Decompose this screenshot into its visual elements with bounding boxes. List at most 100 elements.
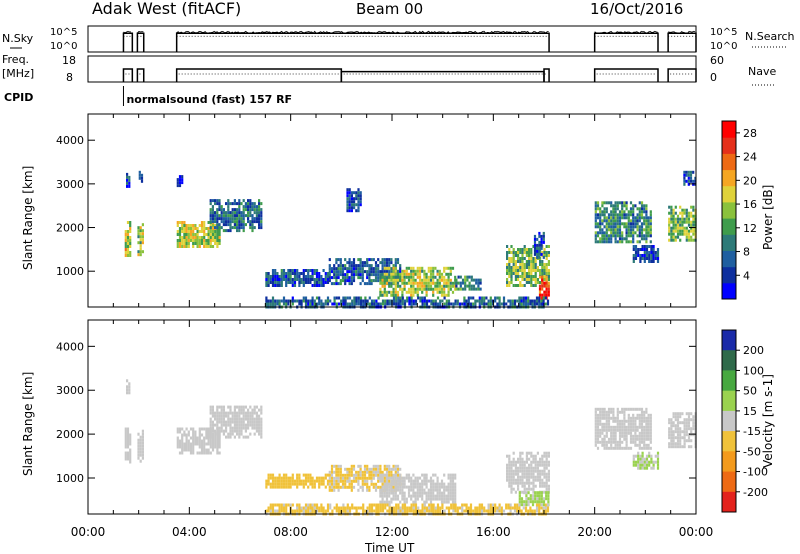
echo-cell bbox=[523, 484, 526, 488]
echo-cell bbox=[441, 506, 444, 510]
echo-cell bbox=[521, 260, 524, 263]
echo-cell bbox=[601, 240, 604, 244]
echo-cell bbox=[612, 222, 615, 226]
echo-cell bbox=[670, 235, 673, 239]
echo-cell bbox=[353, 299, 356, 303]
echo-cell bbox=[533, 234, 537, 238]
echo-cell bbox=[128, 382, 131, 386]
echo-cell bbox=[240, 420, 243, 424]
echo-cell bbox=[432, 290, 435, 294]
echo-cell bbox=[670, 214, 673, 218]
echo-cell bbox=[596, 225, 600, 229]
echo-cell bbox=[329, 506, 332, 510]
echo-cell bbox=[339, 261, 342, 265]
echo-cell bbox=[536, 451, 539, 455]
echo-cell bbox=[320, 479, 323, 483]
echo-cell bbox=[181, 224, 184, 227]
echo-cell bbox=[543, 263, 546, 266]
echo-cell bbox=[616, 231, 619, 235]
echo-cell bbox=[137, 229, 140, 233]
echo-cell bbox=[211, 411, 214, 415]
echo-cell bbox=[337, 473, 340, 477]
echo-cell bbox=[352, 276, 356, 280]
echo-cell bbox=[244, 417, 247, 421]
echo-cell bbox=[596, 201, 600, 205]
echo-cell bbox=[525, 278, 528, 281]
echo-cell bbox=[372, 267, 375, 271]
echo-cell bbox=[534, 260, 537, 263]
echo-cell bbox=[244, 411, 247, 415]
echo-cell bbox=[403, 485, 406, 489]
echo-cell bbox=[129, 236, 132, 239]
echo-cell bbox=[200, 448, 204, 452]
echo-cell bbox=[181, 245, 184, 248]
echo-cell bbox=[379, 261, 382, 265]
echo-cell bbox=[255, 211, 258, 215]
echo-cell bbox=[222, 229, 225, 233]
echo-cell bbox=[211, 408, 214, 412]
echo-cell bbox=[200, 433, 204, 437]
echo-cell bbox=[227, 411, 230, 415]
echo-cell bbox=[687, 439, 691, 443]
echo-cell bbox=[194, 433, 197, 437]
echo-cell bbox=[370, 476, 373, 480]
echo-cell bbox=[445, 488, 448, 492]
echo-cell bbox=[687, 217, 691, 221]
echo-cell bbox=[638, 443, 641, 447]
echo-cell bbox=[359, 296, 363, 300]
echo-cell bbox=[519, 284, 522, 287]
echo-cell bbox=[647, 437, 650, 441]
echo-cell bbox=[518, 491, 521, 495]
echo-cell bbox=[432, 497, 435, 501]
echo-cell bbox=[638, 240, 641, 244]
echo-cell bbox=[287, 299, 290, 303]
echo-cell bbox=[679, 439, 682, 443]
echo-cell bbox=[685, 232, 688, 236]
echo-cell bbox=[364, 509, 367, 513]
echo-cell bbox=[443, 497, 446, 501]
echo-cell bbox=[126, 454, 130, 458]
echo-cell bbox=[355, 302, 358, 306]
echo-cell bbox=[519, 263, 522, 266]
echo-cell bbox=[455, 284, 458, 288]
echo-cell bbox=[538, 252, 541, 256]
echo-cell bbox=[629, 440, 633, 444]
echo-cell bbox=[640, 204, 644, 208]
echo-cell bbox=[647, 443, 650, 447]
echo-cell bbox=[388, 476, 391, 480]
echo-cell bbox=[445, 485, 448, 489]
echo-cell bbox=[668, 445, 671, 449]
echo-cell bbox=[276, 299, 279, 303]
echo-cell bbox=[474, 509, 477, 513]
echo-cell bbox=[399, 485, 402, 489]
echo-cell bbox=[465, 509, 468, 513]
echo-cell bbox=[324, 476, 327, 480]
echo-cell bbox=[676, 226, 680, 230]
echo-cell bbox=[610, 446, 613, 450]
echo-cell bbox=[459, 287, 462, 291]
echo-cell bbox=[645, 457, 649, 461]
echo-cell bbox=[394, 470, 397, 474]
sky-noise-segment bbox=[136, 32, 145, 52]
echo-cell bbox=[603, 428, 606, 432]
echo-cell bbox=[443, 266, 446, 270]
echo-cell bbox=[390, 467, 393, 471]
echo-cell bbox=[412, 272, 415, 276]
echo-cell bbox=[209, 423, 212, 427]
echo-cell bbox=[315, 275, 319, 278]
echo-cell bbox=[465, 302, 468, 306]
echo-cell bbox=[648, 245, 651, 248]
echo-cell bbox=[454, 509, 457, 513]
echo-cell bbox=[423, 479, 426, 483]
echo-cell bbox=[412, 506, 415, 510]
echo-cell bbox=[390, 270, 393, 274]
echo-cell bbox=[645, 219, 648, 223]
frequency-segment bbox=[175, 68, 343, 82]
echo-cell bbox=[449, 281, 452, 285]
echo-cell bbox=[383, 491, 386, 495]
echo-cell bbox=[368, 279, 371, 283]
echo-cell bbox=[517, 257, 520, 260]
echo-cell bbox=[129, 239, 132, 242]
echo-cell bbox=[377, 470, 380, 474]
echo-cell bbox=[218, 223, 221, 227]
